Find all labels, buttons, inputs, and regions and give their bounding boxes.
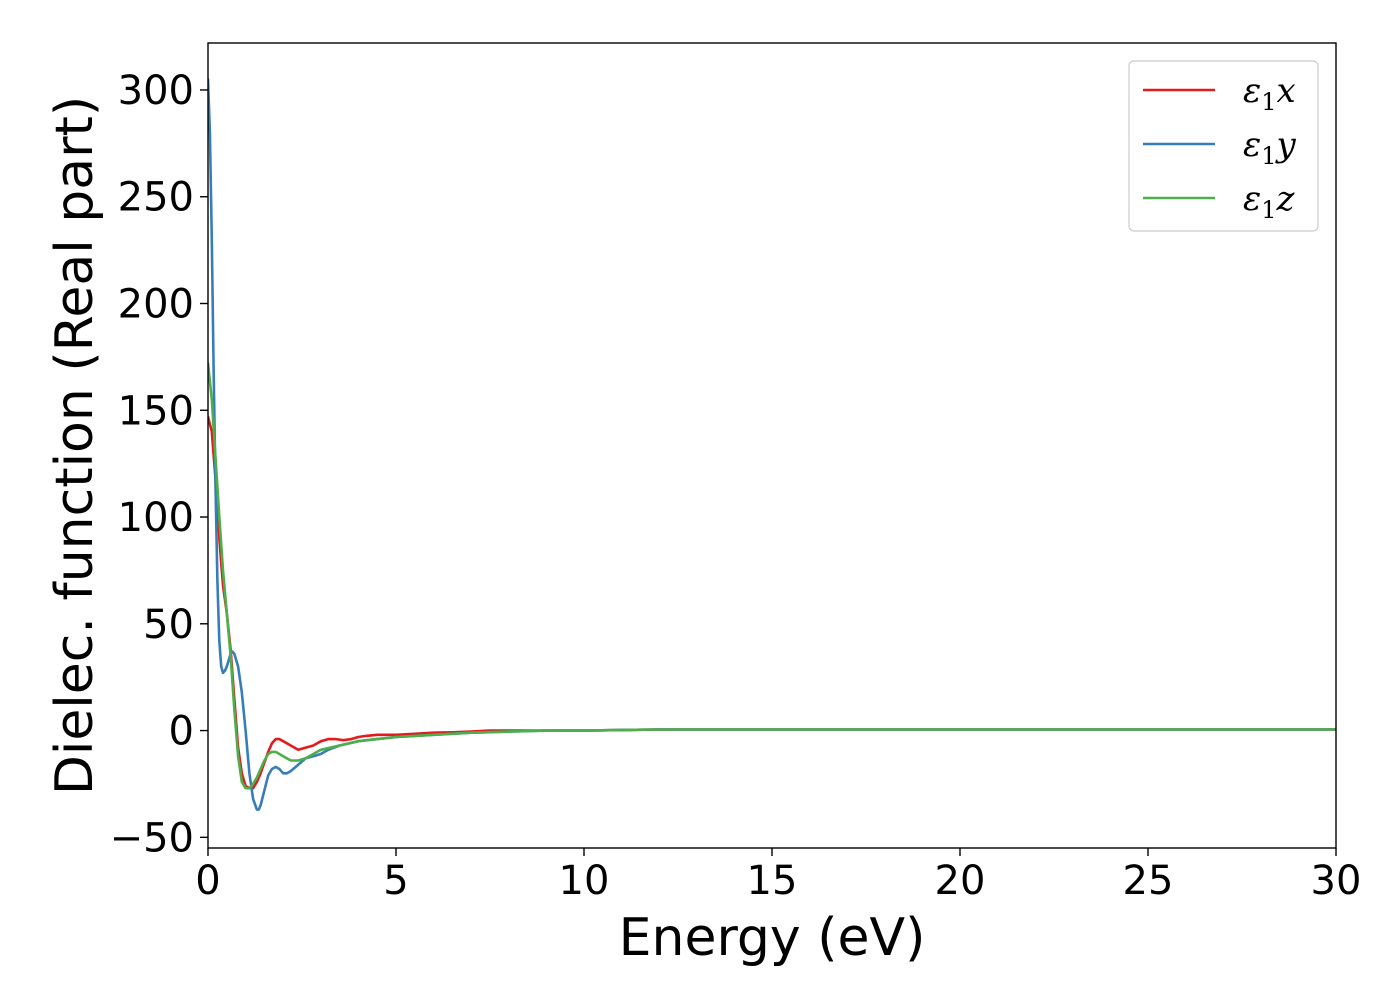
legend-box	[1128, 60, 1319, 232]
legend-subscript: 1	[1261, 142, 1276, 170]
legend-entry: ε1y	[1243, 125, 1297, 170]
legend-component: z	[1276, 179, 1296, 219]
y-axis-label: Dielec. function (Real part)	[45, 96, 105, 795]
legend-symbol: ε	[1243, 71, 1261, 111]
y-tick-label: 300	[118, 68, 194, 114]
x-tick-label: 15	[747, 858, 798, 904]
x-axis: 0 5 10 15 20 25 30	[195, 848, 1361, 904]
series-layer	[208, 78, 1336, 811]
y-tick-label: 0	[169, 709, 194, 755]
legend-symbol: ε	[1243, 125, 1261, 165]
y-tick-label: 50	[143, 602, 194, 648]
y-tick-label: 100	[118, 495, 194, 541]
x-tick-label: 25	[1123, 858, 1174, 904]
x-tick-label: 10	[559, 858, 610, 904]
legend-subscript: 1	[1261, 88, 1276, 116]
x-tick-label: 30	[1311, 858, 1362, 904]
x-tick-label: 0	[195, 858, 220, 904]
x-tick-label: 5	[383, 858, 408, 904]
legend-entry: ε1z	[1243, 179, 1296, 224]
legend-subscript: 1	[1261, 196, 1276, 224]
legend-component: y	[1275, 125, 1297, 165]
legend-entry: ε1x	[1243, 71, 1296, 116]
y-axis: −50 0 50 100 150 200 250 300	[110, 68, 208, 861]
legend-symbol: ε	[1243, 179, 1261, 219]
y-tick-label: 250	[118, 175, 194, 221]
y-tick-label: −50	[110, 815, 194, 861]
y-tick-label: 200	[118, 282, 194, 328]
y-tick-label: 150	[118, 388, 194, 434]
legend-component: x	[1277, 71, 1296, 111]
series-line-3	[208, 361, 1336, 790]
x-axis-label: Energy (eV)	[619, 908, 926, 968]
x-tick-label: 20	[935, 858, 986, 904]
